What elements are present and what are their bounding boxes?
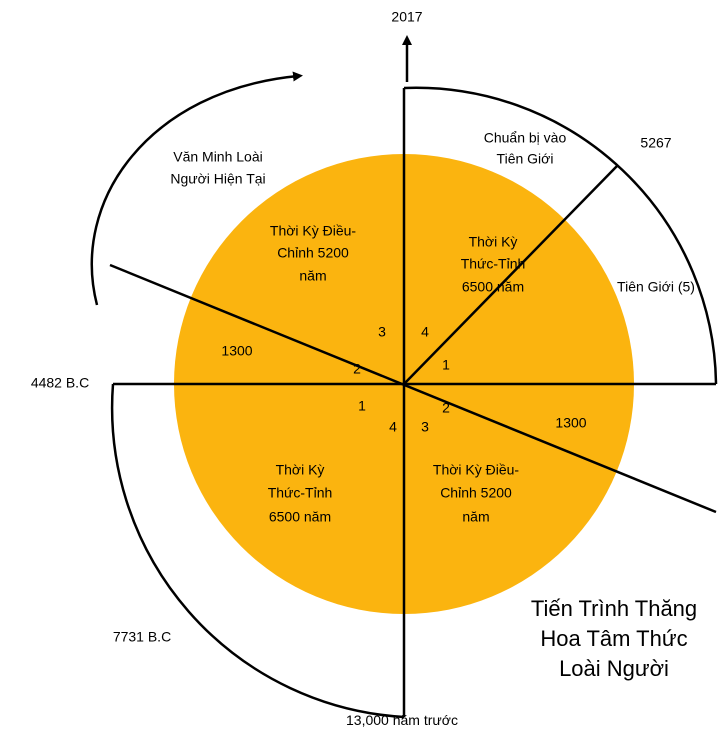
quadrant-label: Thời Kỳ <box>276 462 325 478</box>
quadrant-label: 6500 năm <box>462 279 524 295</box>
quadrant-label: Thức-Tỉnh <box>461 256 526 272</box>
quadrant-label: 6500 năm <box>269 509 331 525</box>
quadrant-label: Thời Kỳ Điều- <box>270 223 357 239</box>
diagonal-line <box>109 263 717 514</box>
outer-arc-bottom <box>110 383 405 719</box>
span-label: 1300 <box>555 415 586 431</box>
curved-arrow <box>90 71 303 306</box>
label: 4482 B.C <box>31 375 89 391</box>
segment-number: 3 <box>378 324 386 340</box>
label: Tiên Giới <box>497 151 554 167</box>
segment-number: 4 <box>421 324 429 340</box>
segment-number: 3 <box>421 419 429 435</box>
label: Chuẩn bị vào <box>484 130 567 146</box>
label: Tiên Giới (5) <box>617 279 695 295</box>
quadrant-label: Thời Kỳ <box>469 234 518 250</box>
quadrant-label: Thức-Tỉnh <box>268 485 333 501</box>
outer-arc-top <box>403 86 718 385</box>
quadrant-label: năm <box>299 268 326 284</box>
label: Người Hiện Tại <box>170 171 265 187</box>
quadrant-label: Thời Kỳ Điều- <box>433 462 520 478</box>
title: Hoa Tâm Thức <box>540 626 687 651</box>
title: Tiến Trình Thăng <box>531 596 697 621</box>
title: Loài Người <box>559 656 669 681</box>
label: Văn Minh Loài <box>173 149 263 165</box>
span-label: 1300 <box>221 343 252 359</box>
segment-number: 1 <box>442 357 450 373</box>
label: 5267 <box>640 135 671 151</box>
quadrant-label: Chỉnh 5200 <box>277 245 349 261</box>
diagonal-line <box>403 165 618 385</box>
label: 2017 <box>391 9 422 25</box>
segment-number: 4 <box>389 419 397 435</box>
label: 13,000 năm trước <box>346 712 458 728</box>
label: 7731 B.C <box>113 629 171 645</box>
segment-number: 2 <box>353 361 361 377</box>
quadrant-label: Chỉnh 5200 <box>440 485 512 501</box>
segment-number: 2 <box>442 400 450 416</box>
quadrant-label: năm <box>462 509 489 525</box>
segment-number: 1 <box>358 398 366 414</box>
